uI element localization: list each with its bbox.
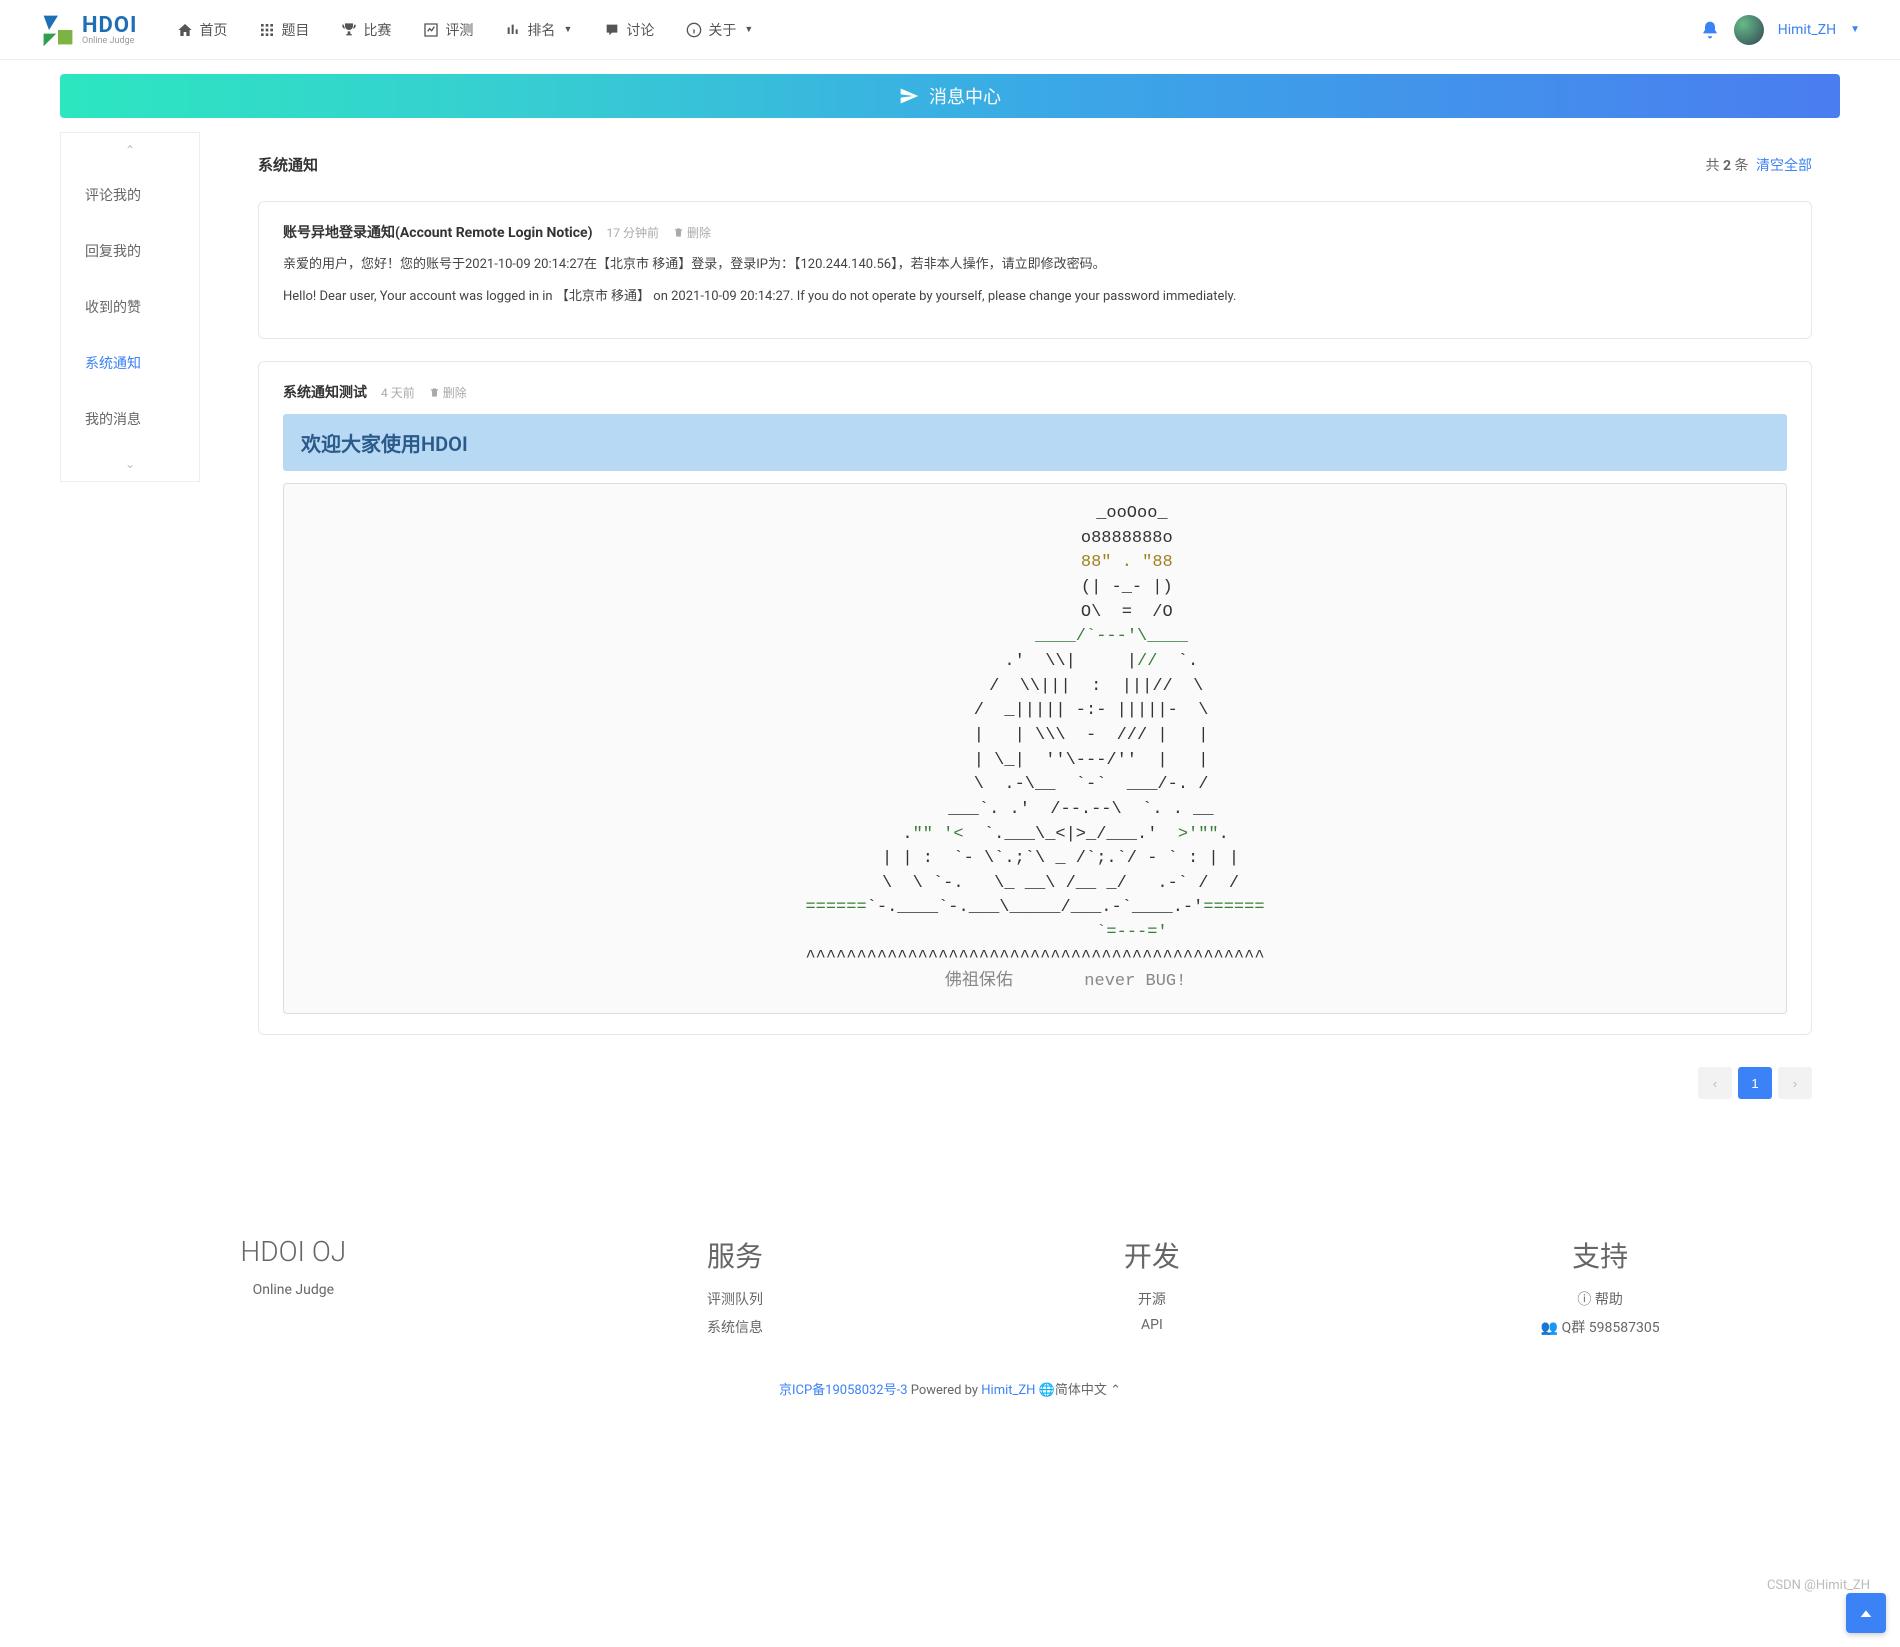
notice-time: 4 天前 bbox=[381, 384, 415, 401]
nav-item-info[interactable]: 关于▼ bbox=[686, 20, 753, 40]
logo-icon bbox=[40, 12, 76, 48]
content: 系统通知 共 2 条 清空全部 账号异地登录通知(Account Remote … bbox=[230, 132, 1840, 1135]
comment-icon bbox=[604, 22, 620, 38]
logo-sub: Online Judge bbox=[82, 36, 137, 46]
chevron-down-icon: ▼ bbox=[563, 24, 572, 35]
chart-icon bbox=[423, 22, 439, 38]
page-1-button[interactable]: 1 bbox=[1738, 1067, 1772, 1099]
sidebar-item[interactable]: 评论我的 bbox=[61, 167, 199, 223]
notice-card: 系统通知测试 4 天前 删除 欢迎大家使用HDOI _ooOoo_ o88888… bbox=[258, 361, 1812, 1035]
sidebar-item[interactable]: 回复我的 bbox=[61, 223, 199, 279]
count-info: 共 2 条 清空全部 bbox=[1706, 155, 1813, 175]
caret-up-icon bbox=[1858, 1605, 1874, 1621]
icp-link[interactable]: 京ICP备19058032号-3 bbox=[779, 1383, 908, 1398]
nav-item-bars[interactable]: 排名▼ bbox=[505, 20, 572, 40]
sidebar-item[interactable]: 系统通知 bbox=[61, 335, 199, 391]
info-icon bbox=[686, 22, 702, 38]
sidebar-up-icon[interactable]: ⌃ bbox=[61, 133, 199, 167]
nav-item-grid[interactable]: 题目 bbox=[259, 20, 309, 40]
clear-all-link[interactable]: 清空全部 bbox=[1756, 158, 1812, 174]
content-title: 系统通知 bbox=[258, 154, 318, 175]
sidebar: ⌃ 评论我的回复我的收到的赞系统通知我的消息 ⌄ bbox=[60, 132, 200, 482]
logo-text: HDOI bbox=[82, 13, 137, 38]
home-icon bbox=[177, 22, 193, 38]
nav-items: 首页 题目 比赛 评测 排名▼ 讨论 关于▼ bbox=[177, 20, 1699, 40]
delete-button[interactable]: 删除 bbox=[429, 384, 467, 401]
top-nav: HDOI Online Judge 首页 题目 比赛 评测 排名▼ 讨论 关于▼ Himit… bbox=[0, 0, 1900, 60]
notice-time: 17 分钟前 bbox=[607, 224, 659, 241]
nav-item-comment[interactable]: 讨论 bbox=[604, 20, 654, 40]
footer-bottom: 京ICP备19058032号-3 Powered by Himit_ZH 🌐简体… bbox=[60, 1379, 1840, 1398]
footer-link[interactable]: 评测队列 bbox=[707, 1289, 763, 1309]
footer-link[interactable]: ⓘ 帮助 bbox=[1541, 1289, 1660, 1309]
footer-col-support: 支持 ⓘ 帮助 👥 Q群 598587305 bbox=[1541, 1235, 1660, 1345]
notice-line: Hello! Dear user, Your account was logge… bbox=[283, 286, 1787, 308]
nav-item-chart[interactable]: 评测 bbox=[423, 20, 473, 40]
ascii-art: _ooOoo_ o8888888o 88" . "88 (| -_- |) O\… bbox=[283, 483, 1787, 1014]
next-page-button[interactable]: › bbox=[1778, 1067, 1812, 1099]
sidebar-item[interactable]: 我的消息 bbox=[61, 391, 199, 447]
notice-title: 账号异地登录通知(Account Remote Login Notice) bbox=[283, 222, 593, 242]
prev-page-button[interactable]: ‹ bbox=[1698, 1067, 1732, 1099]
notice-card: 账号异地登录通知(Account Remote Login Notice) 17… bbox=[258, 201, 1812, 339]
bell-icon[interactable] bbox=[1700, 20, 1720, 40]
footer-col-brand: HDOI OJ Online Judge bbox=[240, 1235, 346, 1345]
sidebar-down-icon[interactable]: ⌄ bbox=[61, 447, 199, 481]
trophy-icon bbox=[341, 22, 357, 38]
scroll-top-button[interactable] bbox=[1846, 1593, 1886, 1633]
logo[interactable]: HDOI Online Judge bbox=[40, 12, 137, 48]
notice-line: 亲爱的用户，您好！您的账号于2021-10-09 20:14:27在【北京市 移… bbox=[283, 254, 1787, 276]
sidebar-item[interactable]: 收到的赞 bbox=[61, 279, 199, 335]
lang-switch[interactable]: 🌐简体中文 bbox=[1035, 1383, 1110, 1398]
footer-link[interactable]: API bbox=[1124, 1317, 1180, 1333]
pagination: ‹ 1 › bbox=[230, 1057, 1840, 1105]
author-link[interactable]: Himit_ZH bbox=[981, 1383, 1035, 1398]
nav-item-trophy[interactable]: 比赛 bbox=[341, 20, 391, 40]
footer-link[interactable]: 系统信息 bbox=[707, 1317, 763, 1337]
notice-title: 系统通知测试 bbox=[283, 382, 367, 402]
avatar[interactable] bbox=[1734, 15, 1764, 45]
trash-icon bbox=[429, 387, 440, 398]
paper-plane-icon bbox=[899, 86, 919, 106]
footer-col-dev: 开发 开源 API bbox=[1124, 1235, 1180, 1345]
nav-right: Himit_ZH ▼ bbox=[1700, 15, 1860, 45]
username[interactable]: Himit_ZH bbox=[1778, 22, 1836, 38]
chevron-down-icon[interactable]: ▼ bbox=[1850, 24, 1860, 35]
footer-link[interactable]: 开源 bbox=[1124, 1289, 1180, 1309]
footer-col-service: 服务 评测队列 系统信息 bbox=[707, 1235, 763, 1345]
footer: HDOI OJ Online Judge 服务 评测队列 系统信息 开发 开源 … bbox=[0, 1195, 1900, 1418]
delete-button[interactable]: 删除 bbox=[673, 224, 711, 241]
bars-icon bbox=[505, 22, 521, 38]
page-band: 消息中心 bbox=[60, 74, 1840, 118]
welcome-bar: 欢迎大家使用HDOI bbox=[283, 414, 1787, 471]
chevron-down-icon: ▼ bbox=[744, 24, 753, 35]
chevron-up-icon[interactable]: ⌃ bbox=[1110, 1383, 1121, 1398]
footer-link[interactable]: 👥 Q群 598587305 bbox=[1541, 1317, 1660, 1337]
band-title: 消息中心 bbox=[929, 83, 1001, 109]
nav-item-home[interactable]: 首页 bbox=[177, 20, 227, 40]
grid-icon bbox=[259, 22, 275, 38]
watermark: CSDN @Himit_ZH bbox=[1767, 1578, 1870, 1593]
trash-icon bbox=[673, 227, 684, 238]
